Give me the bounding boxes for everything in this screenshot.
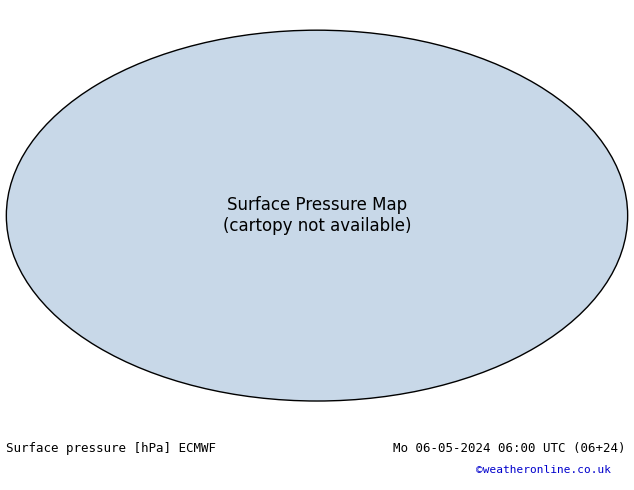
Text: Mo 06-05-2024 06:00 UTC (06+24): Mo 06-05-2024 06:00 UTC (06+24)	[393, 442, 626, 455]
Text: Surface pressure [hPa] ECMWF: Surface pressure [hPa] ECMWF	[6, 442, 216, 455]
Ellipse shape	[6, 30, 628, 401]
Text: ©weatheronline.co.uk: ©weatheronline.co.uk	[476, 466, 611, 475]
Text: Surface Pressure Map
(cartopy not available): Surface Pressure Map (cartopy not availa…	[223, 196, 411, 235]
